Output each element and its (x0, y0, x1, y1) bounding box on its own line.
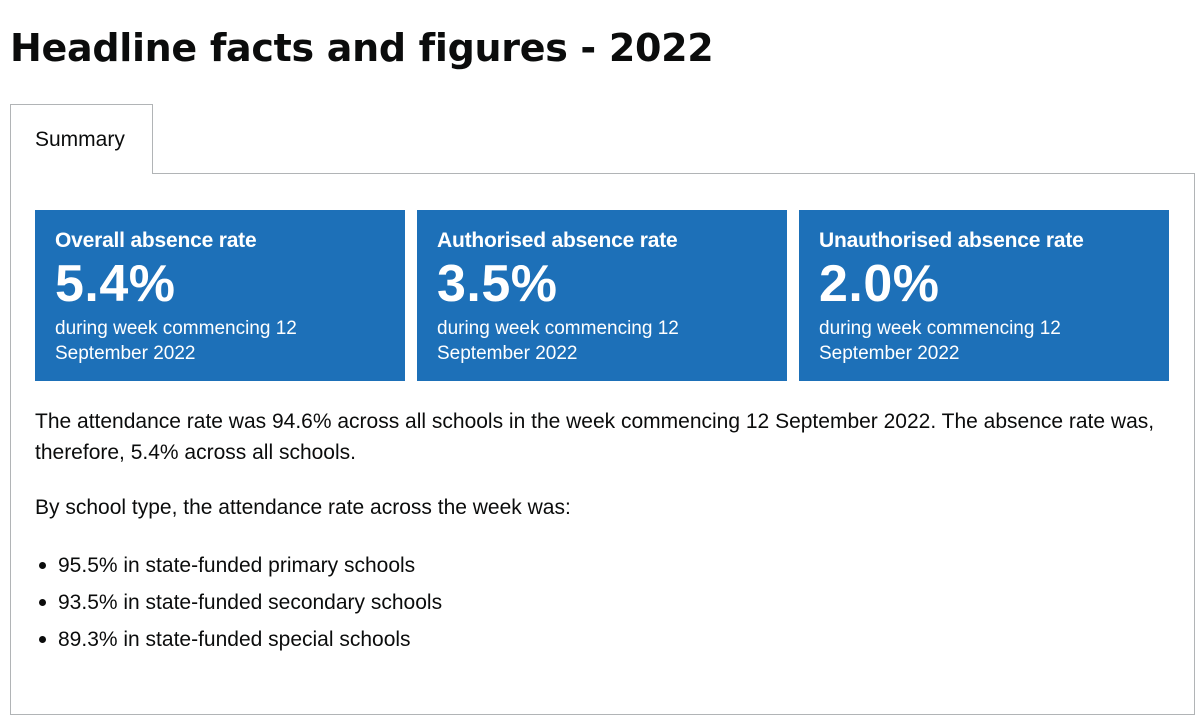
attendance-summary-paragraph: The attendance rate was 94.6% across all… (35, 410, 1155, 464)
overall-absence-card: Overall absence rate 5.4% during week co… (35, 210, 405, 381)
authorised-absence-card: Authorised absence rate 3.5% during week… (417, 210, 787, 381)
card-description: during week commencing 12 September 2022 (819, 318, 1061, 364)
card-description: during week commencing 12 September 2022 (437, 318, 679, 364)
list-item-text: 93.5% in state-funded secondary schools (58, 591, 443, 614)
list-item-text: 89.3% in state-funded special schools (58, 628, 411, 651)
unauthorised-absence-card: Unauthorised absence rate 2.0% during we… (799, 210, 1169, 381)
bullet-icon (39, 562, 46, 569)
card-value: 3.5% (437, 255, 558, 313)
card-description: during week commencing 12 September 2022 (55, 318, 297, 364)
card-value: 2.0% (819, 255, 940, 313)
list-item: 95.5% in state-funded primary schools (35, 547, 442, 584)
card-title: Overall absence rate (55, 229, 257, 252)
list-item-text: 95.5% in state-funded primary schools (58, 554, 416, 577)
tab-summary-label: Summary (35, 128, 125, 151)
headline-cards: Overall absence rate 5.4% during week co… (35, 210, 1169, 381)
school-type-list: 95.5% in state-funded primary schools 93… (35, 547, 442, 658)
list-item: 89.3% in state-funded special schools (35, 621, 442, 658)
card-value: 5.4% (55, 255, 176, 313)
bullet-icon (39, 636, 46, 643)
card-title: Unauthorised absence rate (819, 229, 1084, 252)
school-type-intro-paragraph: By school type, the attendance rate acro… (35, 496, 571, 519)
bullet-icon (39, 599, 46, 606)
list-item: 93.5% in state-funded secondary schools (35, 584, 442, 621)
page-title: Headline facts and figures - 2022 (10, 26, 714, 70)
tab-panel-summary: Overall absence rate 5.4% during week co… (10, 173, 1195, 715)
tab-summary[interactable]: Summary (10, 104, 153, 174)
card-title: Authorised absence rate (437, 229, 678, 252)
